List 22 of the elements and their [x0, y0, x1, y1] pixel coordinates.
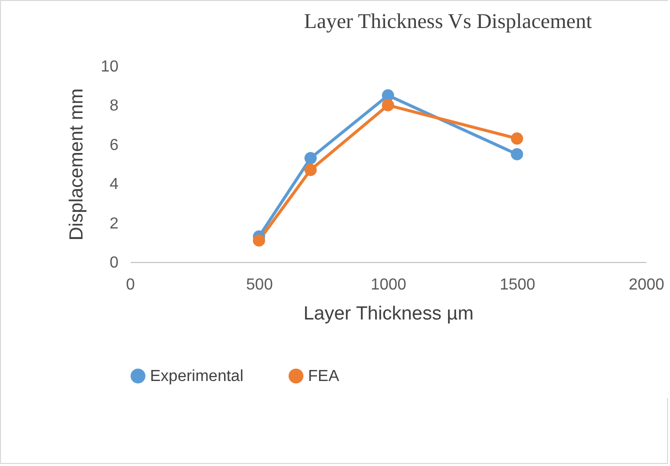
chart-title: Layer Thickness Vs Displacement [304, 9, 592, 33]
legend-label: Experimental [150, 368, 244, 386]
x-axis-title: Layer Thickness µm [303, 304, 474, 324]
legend-label: FEA [308, 368, 340, 386]
point [382, 99, 394, 112]
x-tick-label: 500 [246, 276, 273, 294]
y-tick-label: 10 [100, 58, 119, 76]
y-tick-label: 8 [110, 98, 119, 115]
point [252, 234, 266, 247]
point [510, 148, 524, 160]
y-tick-label: 6 [110, 136, 119, 154]
x-tick-label: 0 [126, 276, 136, 294]
point [304, 164, 317, 176]
y-tick-label: 2 [110, 215, 119, 232]
point [510, 132, 524, 145]
y-tick-label: 0 [110, 254, 119, 272]
x-tick-label: 2000 [628, 276, 664, 294]
point [304, 152, 317, 164]
y-tick-label: 4 [110, 176, 119, 194]
x-tick-label: 1500 [500, 276, 536, 294]
y-axis-title: Displacement mm [66, 88, 88, 241]
x-tick-label: 1000 [370, 276, 406, 294]
